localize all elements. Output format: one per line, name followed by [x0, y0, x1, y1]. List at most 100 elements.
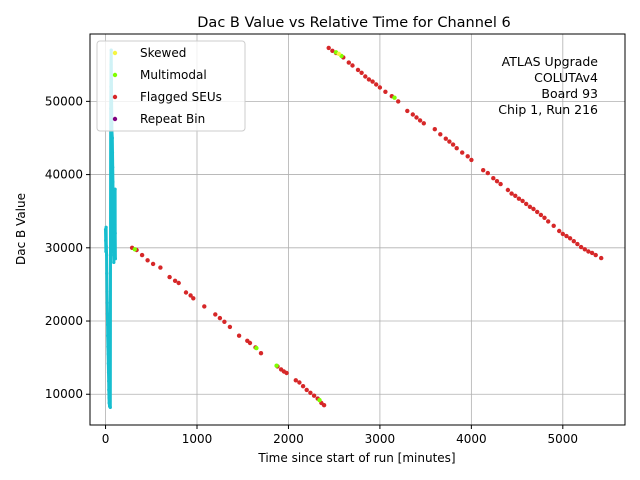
- data-point: [582, 247, 587, 252]
- data-point: [350, 63, 355, 68]
- data-point: [557, 228, 562, 234]
- data-point: [113, 195, 117, 199]
- x-tick-label: 1000: [182, 432, 213, 446]
- legend-box: [96, 40, 246, 132]
- data-point: [405, 108, 410, 114]
- data-point: [414, 115, 419, 120]
- data-point: [105, 271, 109, 275]
- x-tick-label: 4000: [456, 432, 487, 446]
- data-point: [509, 191, 514, 196]
- data-point: [106, 334, 110, 338]
- data-point: [498, 181, 503, 187]
- data-point: [191, 296, 196, 301]
- data-point: [110, 136, 114, 140]
- data-point: [396, 99, 401, 104]
- data-point: [520, 198, 525, 204]
- data-point: [377, 85, 383, 90]
- data-point: [227, 324, 233, 330]
- data-point: [222, 319, 227, 324]
- legend-marker: [112, 94, 118, 100]
- data-point: [317, 397, 322, 403]
- data-point: [105, 301, 109, 305]
- data-point: [564, 233, 569, 239]
- data-point: [167, 274, 172, 280]
- data-point: [578, 244, 584, 250]
- data-point: [421, 121, 426, 126]
- legend-label: Flagged SEUs: [140, 90, 222, 104]
- annotation-line-4: Chip 1, Run 216: [498, 102, 598, 117]
- data-point: [481, 168, 486, 173]
- data-point: [104, 225, 108, 229]
- data-point: [575, 241, 580, 247]
- data-point: [599, 255, 604, 261]
- data-point: [145, 258, 150, 263]
- data-point: [254, 345, 259, 351]
- data-point: [274, 363, 279, 368]
- x-axis-title: Time since start of run [minutes]: [257, 451, 455, 465]
- x-tick-label: 3000: [365, 432, 396, 446]
- data-point: [460, 150, 465, 155]
- data-point: [567, 236, 573, 241]
- y-tick-label: 50000: [45, 94, 83, 108]
- chart-title: Dac B Value vs Relative Time for Channel…: [197, 15, 510, 31]
- data-point: [112, 238, 116, 243]
- data-point: [560, 231, 565, 237]
- data-point: [571, 239, 576, 244]
- data-point: [321, 403, 327, 408]
- data-point: [113, 187, 117, 191]
- data-point: [111, 180, 115, 184]
- data-point: [538, 212, 544, 218]
- series-skewed: [336, 51, 341, 56]
- plot-area: [103, 45, 604, 409]
- data-point: [450, 142, 456, 147]
- data-point: [359, 70, 364, 76]
- data-point: [105, 253, 109, 257]
- data-point: [106, 361, 110, 366]
- data-point: [417, 118, 423, 123]
- legend: Skewed Multimodal Flagged SEUs Repeat Bin: [96, 40, 246, 132]
- data-point: [112, 209, 117, 213]
- data-point: [469, 157, 474, 163]
- data-point: [336, 51, 341, 56]
- data-point: [527, 204, 533, 209]
- data-point: [106, 323, 110, 327]
- data-point: [392, 95, 397, 100]
- data-point: [111, 242, 115, 246]
- data-point: [111, 165, 115, 169]
- data-point: [410, 112, 415, 117]
- data-point: [247, 340, 253, 346]
- data-point: [432, 127, 437, 132]
- data-point: [366, 77, 372, 82]
- data-point: [586, 249, 591, 254]
- data-point: [112, 253, 116, 257]
- data-point: [172, 278, 178, 283]
- data-point: [150, 261, 156, 267]
- x-tick-label: 2000: [273, 432, 304, 446]
- data-point: [551, 223, 556, 228]
- data-point: [374, 82, 379, 87]
- data-point: [107, 379, 111, 383]
- data-point: [546, 219, 551, 224]
- data-point: [542, 215, 547, 220]
- data-point: [217, 315, 223, 321]
- data-point: [113, 231, 117, 235]
- legend-label: Skewed: [140, 46, 186, 60]
- data-point: [491, 176, 496, 181]
- data-point: [106, 352, 110, 356]
- data-point: [104, 249, 108, 254]
- data-point: [213, 312, 218, 317]
- data-point: [326, 45, 331, 51]
- data-point: [589, 250, 595, 256]
- data-point: [104, 244, 108, 248]
- data-point: [485, 170, 490, 176]
- data-point: [535, 209, 540, 215]
- data-point: [494, 179, 500, 184]
- y-axis-title: Dac B Value: [14, 193, 28, 265]
- data-point: [112, 224, 116, 228]
- x-tick-label: 5000: [548, 432, 579, 446]
- data-point: [363, 74, 368, 79]
- series-flagged-seus: [129, 45, 604, 408]
- data-point: [139, 252, 145, 258]
- data-point: [202, 304, 207, 309]
